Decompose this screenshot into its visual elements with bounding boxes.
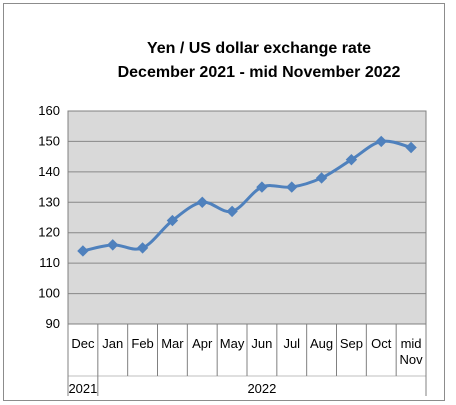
group-label: 2022 [247, 381, 276, 396]
y-tick-label: 150 [38, 133, 60, 148]
x-tick-label: Dec [71, 336, 95, 351]
y-tick-label: 160 [38, 103, 60, 118]
x-tick-label: Oct [371, 336, 392, 351]
chart-title: Yen / US dollar exchange rate [147, 40, 371, 57]
y-tick-label: 130 [38, 194, 60, 209]
y-tick-label: 140 [38, 164, 60, 179]
x-tick-label: Feb [131, 336, 153, 351]
x-tick-label: Mar [161, 336, 184, 351]
x-tick-label: Apr [192, 336, 213, 351]
x-tick-label: Jun [251, 336, 272, 351]
y-tick-label: 120 [38, 225, 60, 240]
data-point [166, 214, 179, 227]
data-point [375, 135, 387, 148]
x-tick-label: Aug [310, 336, 333, 351]
y-tick-label: 90 [46, 316, 60, 331]
plot-area: 90 100 110 120 130 140 150 160 Dec Jan Feb Mar Apr Ma… [38, 103, 427, 396]
x-tick-label: Sep [340, 336, 363, 351]
y-tick-label: 110 [39, 255, 60, 270]
data-point [345, 153, 358, 166]
data-point [286, 181, 298, 193]
plot-background [68, 111, 426, 324]
data-point [226, 205, 238, 218]
data-point [405, 141, 417, 154]
chart-subtitle: December 2021 - mid November 2022 [118, 64, 401, 81]
data-point [256, 181, 268, 193]
x-tick-label: May [220, 336, 245, 351]
chart: Yen / US dollar exchange rate December 2… [38, 40, 427, 396]
group-label: 2021 [68, 381, 97, 396]
chart-frame: Yen / US dollar exchange rate December 2… [3, 3, 445, 401]
data-point [77, 245, 89, 257]
data-point [136, 242, 149, 254]
data-point [196, 196, 208, 208]
y-tick-label: 100 [38, 286, 60, 301]
data-point [315, 172, 328, 184]
x-tick-label: mid Nov [400, 336, 424, 367]
x-tick-label: Jul [283, 336, 300, 351]
data-point [107, 239, 119, 251]
x-tick-label: Jan [102, 336, 123, 351]
